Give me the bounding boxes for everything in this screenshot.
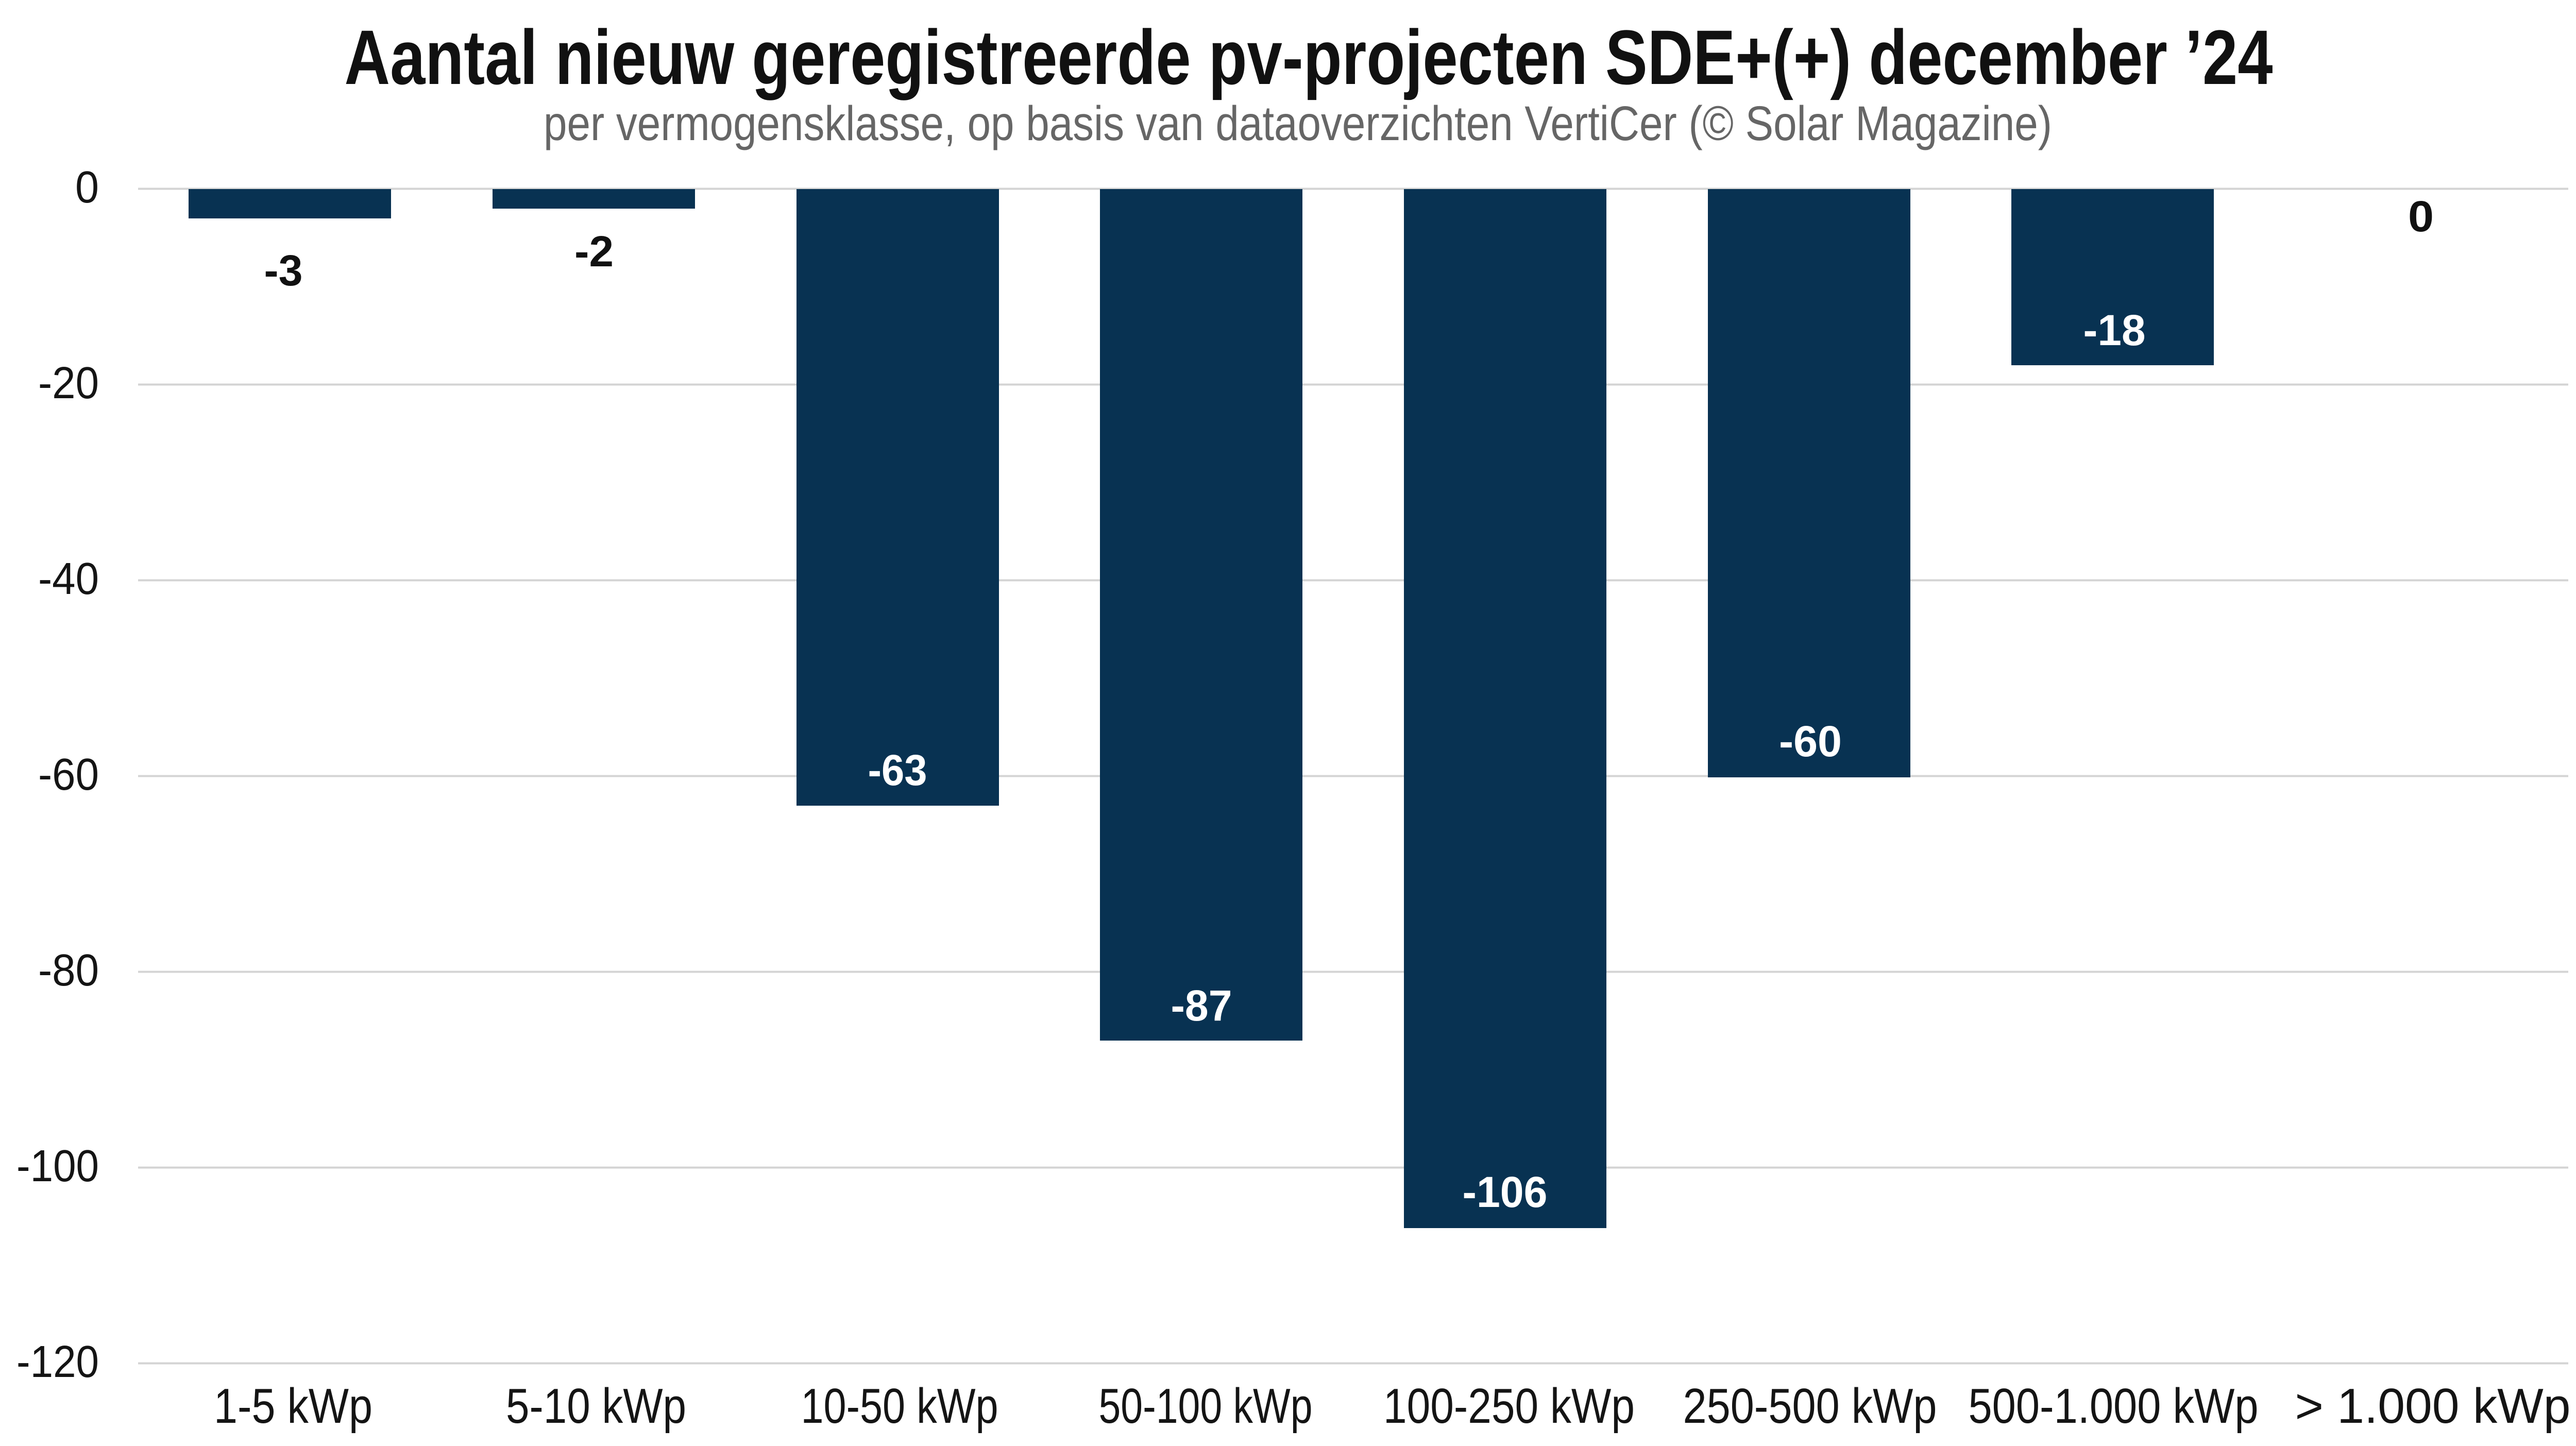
svg-text:-60: -60 bbox=[38, 750, 99, 799]
svg-text:0: 0 bbox=[2408, 192, 2434, 241]
svg-text:-3: -3 bbox=[264, 246, 303, 295]
svg-text:5-10 kWp: 5-10 kWp bbox=[506, 1379, 686, 1434]
svg-text:250-500 kWp: 250-500 kWp bbox=[1683, 1379, 1937, 1434]
svg-text:-80: -80 bbox=[38, 945, 99, 995]
svg-text:50-100 kWp: 50-100 kWp bbox=[1099, 1379, 1313, 1434]
svg-text:-87: -87 bbox=[1171, 981, 1232, 1030]
svg-text:-2: -2 bbox=[574, 227, 614, 276]
svg-text:> 1.000 kWp: > 1.000 kWp bbox=[2295, 1379, 2571, 1434]
svg-text:per vermogensklasse, op basis: per vermogensklasse, op basis van dataov… bbox=[544, 96, 2052, 151]
svg-text:-100: -100 bbox=[16, 1141, 99, 1191]
svg-text:500-1.000 kWp: 500-1.000 kWp bbox=[1969, 1379, 2259, 1434]
svg-text:100-250 kWp: 100-250 kWp bbox=[1383, 1379, 1635, 1434]
svg-text:-20: -20 bbox=[38, 358, 99, 408]
svg-text:-120: -120 bbox=[16, 1337, 99, 1387]
svg-text:-60: -60 bbox=[1779, 717, 1842, 765]
svg-text:0: 0 bbox=[75, 162, 99, 212]
svg-text:1-5 kWp: 1-5 kWp bbox=[214, 1379, 372, 1434]
svg-text:-63: -63 bbox=[868, 746, 927, 794]
svg-text:10-50 kWp: 10-50 kWp bbox=[801, 1379, 998, 1434]
svg-text:-40: -40 bbox=[38, 554, 99, 604]
svg-text:-106: -106 bbox=[1463, 1168, 1548, 1216]
svg-text:Aantal nieuw geregistreerde pv: Aantal nieuw geregistreerde pv-projecten… bbox=[345, 14, 2273, 100]
svg-text:-18: -18 bbox=[2083, 306, 2146, 354]
